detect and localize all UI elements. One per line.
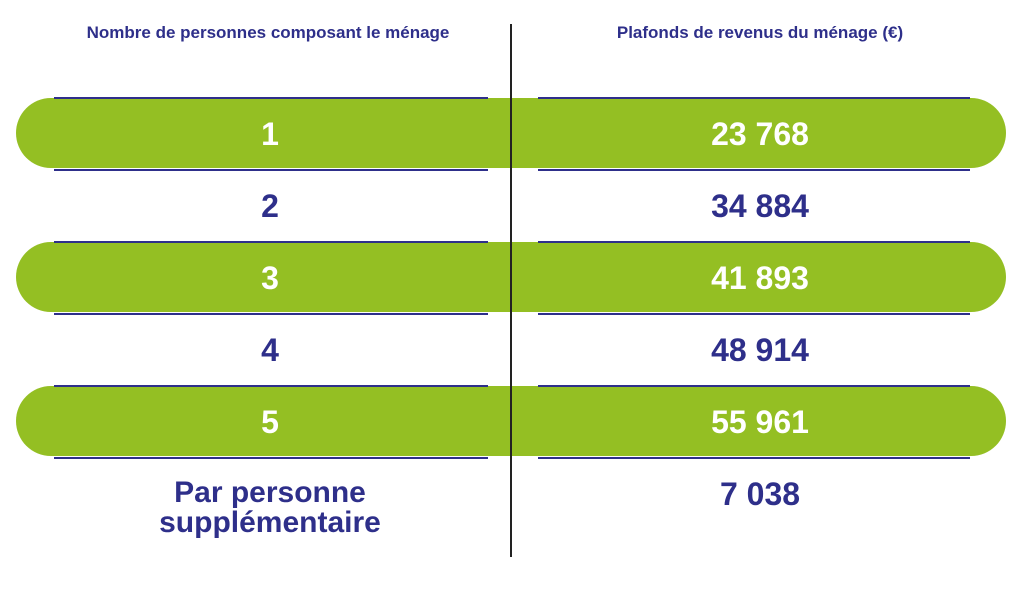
persons-cell: 2 <box>261 188 279 224</box>
persons-cell: 4 <box>261 332 279 368</box>
row-separator <box>538 313 970 315</box>
extra-person-ceiling: 7 038 <box>719 476 801 512</box>
ceiling-cell: 55 961 <box>711 404 809 440</box>
row-separator <box>54 241 488 243</box>
column-divider <box>510 24 512 557</box>
extra-person-label: Par personne supplémentaire <box>159 476 381 539</box>
row-separator <box>54 169 488 171</box>
persons-cell: 5 <box>261 404 279 440</box>
row-separator <box>538 97 970 99</box>
row-separator <box>54 313 488 315</box>
row-separator <box>538 169 970 171</box>
ceiling-cell: 34 884 <box>711 188 809 224</box>
income-ceiling-header: Plafonds de revenus du ménage (€) <box>616 23 904 42</box>
row-separator <box>538 241 970 243</box>
row-separator <box>54 457 488 459</box>
row-separator <box>54 385 488 387</box>
row-separator <box>538 385 970 387</box>
persons-cell: 1 <box>261 116 279 152</box>
ceiling-cell: 23 768 <box>711 116 809 152</box>
row-separator <box>54 97 488 99</box>
household-size-header: Nombre de personnes composant le ménage <box>86 23 450 42</box>
row-separator <box>538 457 970 459</box>
ceiling-cell: 41 893 <box>711 260 809 296</box>
ceiling-cell: 48 914 <box>711 332 809 368</box>
persons-cell: 3 <box>261 260 279 296</box>
